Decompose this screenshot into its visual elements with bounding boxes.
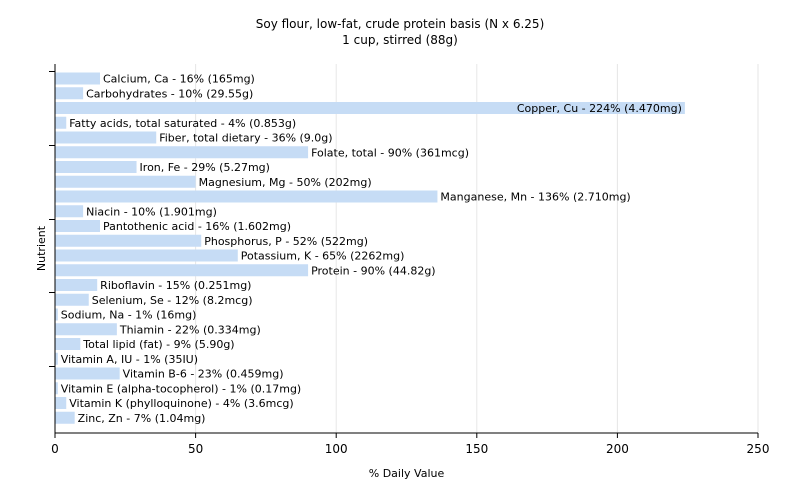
bar-label: Phosphorus, P - 52% (522mg) bbox=[204, 235, 368, 248]
chart-subtitle: 1 cup, stirred (88g) bbox=[342, 33, 458, 47]
bar-label: Fatty acids, total saturated - 4% (0.853… bbox=[69, 117, 296, 130]
bar-label: Iron, Fe - 29% (5.27mg) bbox=[140, 161, 270, 174]
bar-label: Potassium, K - 65% (2262mg) bbox=[241, 250, 405, 263]
x-tick-label: 150 bbox=[465, 442, 488, 456]
bar-label: Selenium, Se - 12% (8.2mcg) bbox=[92, 294, 253, 307]
bar bbox=[55, 338, 81, 350]
bar bbox=[55, 175, 196, 188]
bar-label: Magnesium, Mg - 50% (202mg) bbox=[199, 176, 372, 189]
bar-label: Zinc, Zn - 7% (1.04mg) bbox=[78, 412, 206, 425]
bar-label: Thiamin - 22% (0.334mg) bbox=[119, 323, 261, 336]
bar bbox=[55, 234, 202, 247]
bar bbox=[55, 411, 75, 424]
x-tick-label: 100 bbox=[325, 442, 348, 456]
x-tick-label: 200 bbox=[606, 442, 629, 456]
bar bbox=[55, 352, 58, 365]
bar-label: Total lipid (fat) - 9% (5.90g) bbox=[82, 338, 234, 351]
bar-label: Vitamin K (phylloquinone) - 4% (3.6mcg) bbox=[69, 397, 293, 410]
bar-label: Calcium, Ca - 16% (165mg) bbox=[103, 73, 255, 86]
bar bbox=[55, 264, 309, 277]
bar bbox=[55, 308, 58, 321]
chart-title: Soy flour, low-fat, crude protein basis … bbox=[255, 17, 545, 31]
bar bbox=[55, 205, 84, 218]
bar bbox=[55, 293, 89, 306]
bar-label: Riboflavin - 15% (0.251mg) bbox=[100, 279, 251, 292]
bar bbox=[55, 279, 98, 291]
bar-label: Manganese, Mn - 136% (2.710mg) bbox=[440, 191, 630, 204]
bar bbox=[55, 72, 100, 85]
x-tick-label: 250 bbox=[747, 442, 770, 456]
bar bbox=[55, 382, 58, 395]
x-tick-label: 0 bbox=[51, 442, 59, 456]
x-tick-label: 50 bbox=[188, 442, 203, 456]
bar-label: Protein - 90% (44.82g) bbox=[311, 264, 436, 277]
bar-label: Folate, total - 90% (361mcg) bbox=[311, 146, 469, 159]
bar bbox=[55, 131, 157, 144]
y-axis-title: Nutrient bbox=[35, 225, 48, 271]
bar-label: Fiber, total dietary - 36% (9.0g) bbox=[159, 132, 332, 145]
bar bbox=[55, 161, 137, 173]
x-axis-title: % Daily Value bbox=[369, 467, 445, 480]
bar bbox=[55, 190, 438, 203]
bar bbox=[55, 146, 309, 159]
bar-label: Vitamin A, IU - 1% (35IU) bbox=[61, 353, 198, 366]
bar bbox=[55, 87, 84, 100]
bar bbox=[55, 249, 238, 262]
bar bbox=[55, 102, 685, 114]
bar-label: Niacin - 10% (1.901mg) bbox=[86, 205, 217, 218]
bar bbox=[55, 367, 120, 380]
bar-label: Vitamin B-6 - 23% (0.459mg) bbox=[123, 368, 284, 381]
bar bbox=[55, 220, 100, 232]
bar-label: Copper, Cu - 224% (4.470mg) bbox=[517, 102, 682, 115]
bar-label: Pantothenic acid - 16% (1.602mg) bbox=[103, 220, 291, 233]
chart-title-block: Soy flour, low-fat, crude protein basis … bbox=[0, 16, 800, 48]
bar bbox=[55, 397, 67, 409]
bar-label: Vitamin E (alpha-tocopherol) - 1% (0.17m… bbox=[61, 382, 301, 395]
bar-label: Sodium, Na - 1% (16mg) bbox=[61, 309, 197, 322]
bar bbox=[55, 116, 67, 129]
bar bbox=[55, 323, 117, 336]
bar-label: Carbohydrates - 10% (29.55g) bbox=[86, 87, 253, 100]
